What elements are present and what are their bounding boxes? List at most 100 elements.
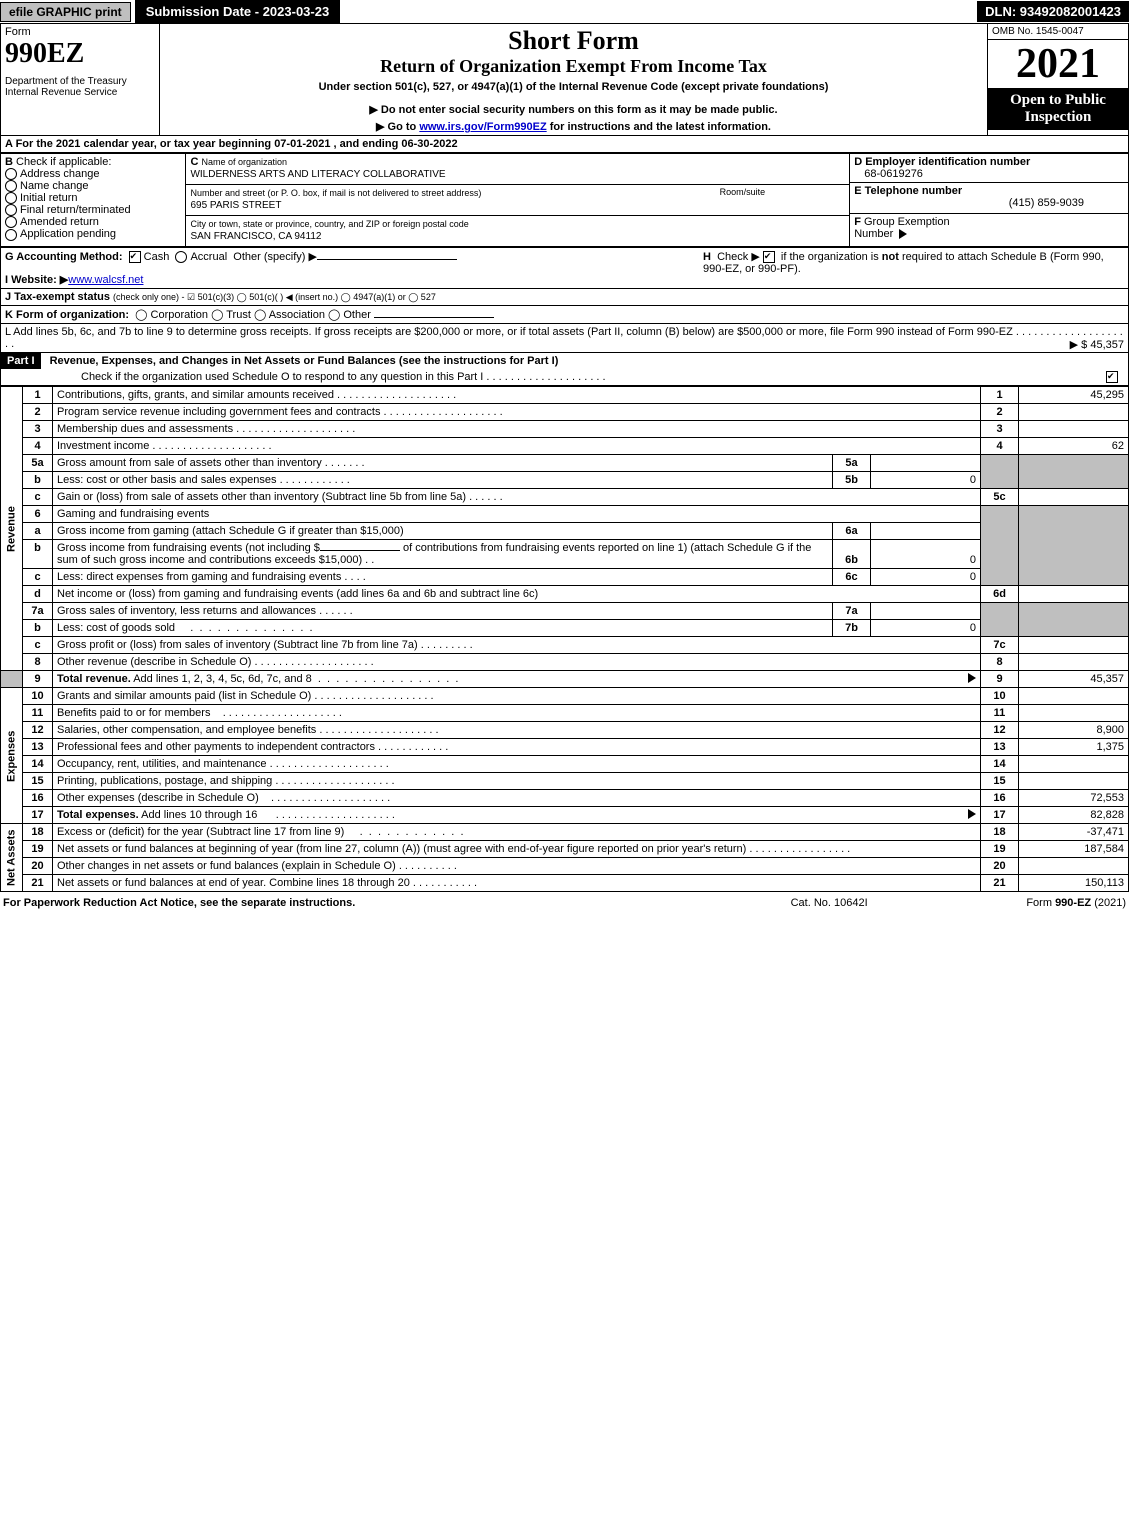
line-21-desc: Net assets or fund balances at end of ye… bbox=[57, 877, 410, 889]
line-7c-v bbox=[1019, 637, 1129, 654]
row-3: 3Membership dues and assessments3 bbox=[1, 421, 1129, 438]
row-6a: aGross income from gaming (attach Schedu… bbox=[1, 523, 1129, 540]
l-amt: ▶ $ 45,357 bbox=[1070, 338, 1124, 351]
line-20-n: 20 bbox=[993, 860, 1005, 872]
row-21: 21Net assets or fund balances at end of … bbox=[1, 875, 1129, 892]
section-expenses: Expenses bbox=[1, 688, 23, 824]
line-k: K Form of organization: ◯ Corporation ◯ … bbox=[0, 306, 1129, 324]
row-2: 2 Program service revenue including gover… bbox=[1, 404, 1129, 421]
cb-final-return[interactable] bbox=[5, 204, 17, 216]
cb-initial-return[interactable] bbox=[5, 192, 17, 204]
c-label: C bbox=[190, 156, 198, 168]
other-method-line bbox=[317, 259, 457, 260]
k-opts: ◯ Corporation ◯ Trust ◯ Association ◯ Ot… bbox=[135, 309, 371, 321]
irs: Internal Revenue Service bbox=[5, 87, 155, 98]
ein: 68-0619276 bbox=[854, 168, 923, 180]
tax-year: 2021 bbox=[988, 40, 1128, 88]
line-5a-desc: Gross amount from sale of assets other t… bbox=[57, 457, 322, 469]
part1-checknote: Check if the organization used Schedule … bbox=[81, 371, 483, 383]
row-12: 12Salaries, other compensation, and empl… bbox=[1, 722, 1129, 739]
footer: For Paperwork Reduction Act Notice, see … bbox=[0, 894, 1129, 912]
goto-link[interactable]: www.irs.gov/Form990EZ bbox=[419, 121, 546, 133]
line-17-n: 17 bbox=[993, 809, 1005, 821]
form-number: 990EZ bbox=[5, 38, 155, 70]
telephone: (415) 859-9039 bbox=[854, 197, 1124, 209]
top-bar: efile GRAPHIC print Submission Date - 20… bbox=[0, 0, 1129, 23]
cb-application-pending[interactable] bbox=[5, 229, 17, 241]
c-name-label: Name of organization bbox=[201, 157, 287, 167]
line-18-desc: Excess or (deficit) for the year (Subtra… bbox=[57, 826, 344, 838]
cb-schedule-b[interactable] bbox=[763, 251, 775, 263]
row-14: 14Occupancy, rent, utilities, and mainte… bbox=[1, 756, 1129, 773]
part1-table: Revenue 1Contributions, gifts, grants, a… bbox=[0, 386, 1129, 892]
line-10-v bbox=[1019, 688, 1129, 705]
line-5c-n: 5c bbox=[993, 491, 1005, 503]
cb-cash[interactable] bbox=[129, 251, 141, 263]
line-6d-v bbox=[1019, 586, 1129, 603]
line-16-v: 72,553 bbox=[1019, 790, 1129, 807]
row-6: 6Gaming and fundraising events bbox=[1, 506, 1129, 523]
row-5a: 5aGross amount from sale of assets other… bbox=[1, 455, 1129, 472]
arrow-icon bbox=[968, 673, 976, 683]
row-15: 15Printing, publications, postage, and s… bbox=[1, 773, 1129, 790]
room-label: Room/suite bbox=[720, 187, 766, 197]
line-11-v bbox=[1019, 705, 1129, 722]
i-label: I Website: ▶ bbox=[5, 274, 68, 286]
line-8-n: 8 bbox=[996, 656, 1002, 668]
line-15-v bbox=[1019, 773, 1129, 790]
line-16-desc: Other expenses (describe in Schedule O) bbox=[57, 792, 259, 804]
line-19-n: 19 bbox=[993, 843, 1005, 855]
submission-date: Submission Date - 2023-03-23 bbox=[135, 0, 341, 23]
line-5b-bv: 0 bbox=[871, 472, 981, 489]
line-l: L Add lines 5b, 6c, and 7b to line 9 to … bbox=[0, 324, 1129, 353]
line-9-n: 9 bbox=[996, 673, 1002, 685]
k-other-line bbox=[374, 317, 494, 318]
line-6d-n: 6d bbox=[993, 588, 1006, 600]
street: 695 PARIS STREET bbox=[190, 200, 281, 211]
line-7a-b: 7a bbox=[845, 605, 857, 617]
line-20-desc: Other changes in net assets or fund bala… bbox=[57, 860, 396, 872]
goto-post: for instructions and the latest informat… bbox=[547, 121, 771, 133]
line-5c-desc: Gain or (loss) from sale of assets other… bbox=[57, 491, 466, 503]
line-16-n: 16 bbox=[993, 792, 1005, 804]
h-text: Check ▶ if the organization is not requi… bbox=[703, 251, 1104, 275]
l-text: L Add lines 5b, 6c, and 7b to line 9 to … bbox=[5, 326, 1013, 338]
form-header: Form 990EZ Department of the Treasury In… bbox=[0, 23, 1129, 136]
under-section: Under section 501(c), 527, or 4947(a)(1)… bbox=[164, 81, 983, 93]
line-6b-b: 6b bbox=[845, 554, 858, 566]
h-label: H bbox=[703, 251, 711, 263]
line-13-v: 1,375 bbox=[1019, 739, 1129, 756]
opt-application-pending: Application pending bbox=[20, 228, 116, 240]
line-14-n: 14 bbox=[993, 758, 1005, 770]
line-7c-desc: Gross profit or (loss) from sales of inv… bbox=[57, 639, 418, 651]
line-5a-bv bbox=[871, 455, 981, 472]
line-2-desc: Program service revenue including govern… bbox=[57, 406, 380, 418]
website-link[interactable]: www.walcsf.net bbox=[68, 274, 143, 286]
line-1-desc: Contributions, gifts, grants, and simila… bbox=[57, 389, 334, 401]
omb: OMB No. 1545-0047 bbox=[988, 24, 1128, 40]
line-10-n: 10 bbox=[993, 690, 1005, 702]
cb-schedule-o[interactable] bbox=[1106, 371, 1118, 383]
section-revenue: Revenue bbox=[1, 387, 23, 671]
opt-name-change: Name change bbox=[20, 180, 89, 192]
line-6a-b: 6a bbox=[845, 525, 857, 537]
f-label: F Group ExemptionNumber bbox=[854, 216, 949, 240]
d-label: D Employer identification number bbox=[854, 156, 1030, 168]
line-2-n: 2 bbox=[996, 406, 1002, 418]
efile-print-button[interactable]: efile GRAPHIC print bbox=[0, 2, 131, 22]
line-5b-b: 5b bbox=[845, 474, 858, 486]
cb-amended-return[interactable] bbox=[5, 216, 17, 228]
line-6-desc: Gaming and fundraising events bbox=[53, 506, 981, 523]
line-a: A For the 2021 calendar year, or tax yea… bbox=[0, 136, 1129, 153]
line-7a-desc: Gross sales of inventory, less returns a… bbox=[57, 605, 316, 617]
gh-block: G Accounting Method: Cash Accrual Other … bbox=[0, 247, 1129, 289]
cb-accrual[interactable] bbox=[175, 251, 187, 263]
cb-name-change[interactable] bbox=[5, 180, 17, 192]
opt-address-change: Address change bbox=[20, 168, 100, 180]
goto-note: ▶ Go to www.irs.gov/Form990EZ for instru… bbox=[164, 120, 983, 133]
form-title: Short Form bbox=[164, 26, 983, 56]
line-11-desc: Benefits paid to or for members bbox=[57, 707, 210, 719]
cb-address-change[interactable] bbox=[5, 168, 17, 180]
line-6b-desc1: Gross income from fundraising events (no… bbox=[57, 542, 320, 554]
row-20: 20 Other changes in net assets or fund ba… bbox=[1, 858, 1129, 875]
